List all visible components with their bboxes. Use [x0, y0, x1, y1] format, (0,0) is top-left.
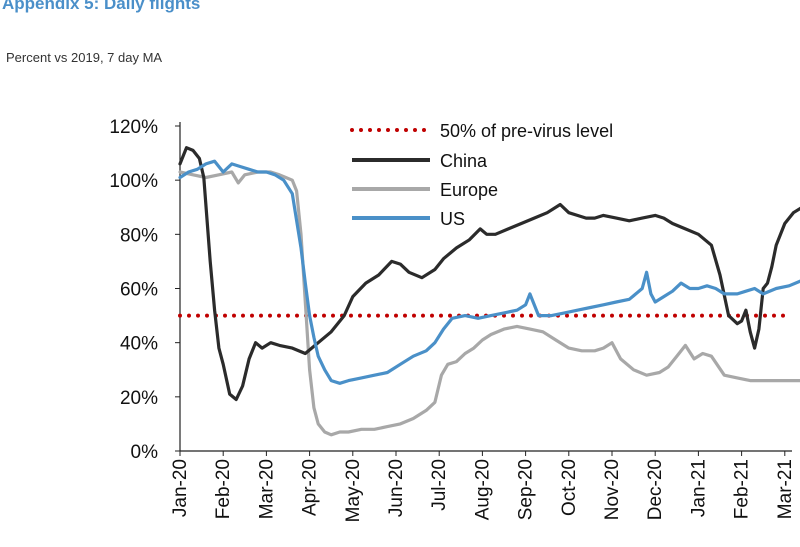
y-tick-label: 60%: [120, 280, 158, 301]
x-tick-label: Nov-20: [602, 459, 623, 520]
series-line-europe: [178, 170, 800, 437]
series-line-china: [178, 146, 800, 402]
x-tick-label: Jan-20: [170, 459, 191, 517]
x-tick-label: Dec-20: [645, 459, 666, 520]
y-tick-label: 40%: [120, 334, 158, 355]
y-tick-label: 0%: [131, 442, 159, 463]
page-title: Appendix 5: Daily flights: [2, 0, 201, 13]
x-axis: Jan-20 Feb-20 Mar-20 Apr-20 May-20 Jun-20 Jul-…: [170, 450, 796, 522]
x-tick-label: Apr-20: [300, 459, 321, 516]
y-axis: 0% 20% 40% 60% 80% 100% 120%: [109, 117, 181, 463]
x-tick-label: Oct-20: [559, 459, 580, 516]
y-tick-label: 120%: [109, 117, 158, 138]
y-tick-label: 100%: [109, 171, 158, 192]
x-tick-label: Mar-20: [256, 459, 277, 519]
x-tick-label: Jan-21: [688, 459, 709, 517]
series-layer: [178, 146, 800, 437]
y-tick-label: 80%: [120, 225, 158, 246]
legend-label-reference: 50% of pre-virus level: [440, 121, 613, 141]
y-tick-label: 20%: [120, 388, 158, 409]
x-tick-label: Aug-20: [472, 459, 493, 520]
x-tick-label: Mar-21: [775, 459, 796, 519]
x-tick-label: Feb-20: [213, 459, 234, 519]
legend-label-us: US: [440, 209, 465, 229]
series-line-us: [178, 159, 800, 385]
x-tick-label: May-20: [343, 459, 364, 522]
x-tick-label: Jun-20: [386, 459, 407, 517]
legend: 50% of pre-virus level China Europe US: [350, 121, 613, 229]
legend-label-china: China: [440, 151, 488, 171]
x-tick-label: Sep-20: [516, 459, 537, 520]
chart-subtitle: Percent vs 2019, 7 day MA: [6, 50, 163, 65]
x-tick-label: Jul-20: [429, 459, 450, 511]
x-tick-label: Feb-21: [732, 459, 753, 519]
legend-label-europe: Europe: [440, 180, 498, 200]
